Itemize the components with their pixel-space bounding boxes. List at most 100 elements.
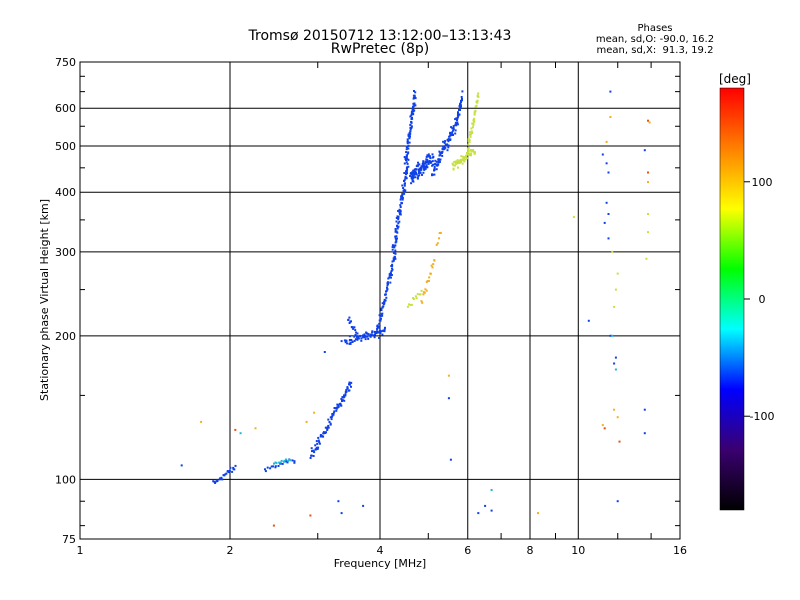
data-point bbox=[390, 276, 392, 279]
data-point bbox=[395, 240, 398, 243]
data-point bbox=[433, 173, 436, 176]
data-point bbox=[367, 333, 370, 336]
data-point bbox=[412, 176, 415, 179]
data-point bbox=[225, 472, 228, 475]
data-point bbox=[391, 246, 394, 248]
data-point bbox=[411, 116, 413, 119]
data-point bbox=[465, 156, 468, 159]
data-point bbox=[420, 167, 423, 170]
data-point bbox=[415, 173, 418, 176]
data-point bbox=[474, 151, 476, 154]
data-point bbox=[419, 171, 422, 174]
data-point bbox=[459, 103, 462, 106]
data-point bbox=[436, 163, 439, 166]
data-point bbox=[643, 149, 646, 152]
data-point bbox=[410, 175, 413, 178]
data-point bbox=[345, 389, 348, 392]
data-point bbox=[467, 138, 470, 141]
data-point bbox=[330, 418, 333, 421]
data-point bbox=[470, 152, 473, 155]
data-point bbox=[476, 94, 479, 97]
data-point bbox=[471, 126, 474, 129]
y-tick-label: 75 bbox=[62, 533, 76, 546]
data-point bbox=[394, 257, 397, 260]
data-point bbox=[314, 444, 317, 447]
data-point bbox=[221, 478, 224, 481]
data-point bbox=[326, 429, 329, 431]
data-point bbox=[433, 259, 436, 262]
x-tick-label: 1 bbox=[77, 544, 84, 557]
data-point bbox=[452, 129, 455, 132]
data-point bbox=[343, 399, 346, 402]
data-point bbox=[607, 237, 610, 240]
data-point bbox=[431, 160, 434, 163]
data-point bbox=[279, 461, 282, 464]
data-point bbox=[473, 112, 476, 115]
data-point bbox=[356, 337, 359, 340]
x-tick-label: 2 bbox=[227, 544, 234, 557]
data-point bbox=[354, 338, 357, 341]
data-point bbox=[333, 410, 336, 413]
data-point bbox=[447, 139, 450, 142]
data-point bbox=[272, 465, 274, 468]
data-point bbox=[397, 225, 400, 228]
data-point bbox=[312, 455, 315, 457]
data-point bbox=[609, 90, 612, 93]
data-point bbox=[443, 141, 446, 144]
data-point bbox=[439, 158, 442, 161]
data-point bbox=[403, 162, 406, 165]
data-point bbox=[643, 432, 646, 435]
x-tick-label: 10 bbox=[571, 544, 585, 557]
data-point bbox=[376, 331, 379, 334]
data-point bbox=[392, 244, 395, 247]
data-point bbox=[415, 297, 418, 300]
data-point bbox=[648, 121, 651, 124]
data-point bbox=[412, 112, 415, 115]
data-point bbox=[422, 161, 425, 164]
grid-lines bbox=[80, 62, 680, 539]
data-point bbox=[477, 95, 480, 98]
data-point bbox=[451, 127, 454, 130]
data-point bbox=[444, 144, 447, 147]
data-point bbox=[410, 303, 413, 306]
data-point bbox=[440, 152, 443, 154]
data-point bbox=[471, 131, 474, 134]
data-point bbox=[363, 336, 366, 338]
data-point bbox=[277, 465, 280, 467]
data-point bbox=[441, 150, 444, 153]
data-point bbox=[350, 381, 353, 384]
data-point bbox=[412, 97, 415, 100]
data-point bbox=[334, 407, 337, 410]
data-point bbox=[405, 154, 408, 157]
data-point bbox=[461, 98, 463, 100]
data-point bbox=[456, 116, 459, 119]
data-point bbox=[416, 293, 419, 296]
data-point bbox=[614, 368, 617, 371]
y-tick-label: 750 bbox=[55, 56, 76, 69]
data-point bbox=[408, 141, 411, 144]
data-point bbox=[467, 143, 470, 146]
data-point bbox=[341, 399, 344, 402]
data-point bbox=[383, 300, 386, 303]
x-axis-label: Frequency [MHz] bbox=[334, 557, 426, 570]
data-point bbox=[467, 147, 470, 150]
data-point bbox=[647, 171, 649, 174]
data-point bbox=[452, 167, 455, 170]
data-point bbox=[340, 340, 343, 343]
data-point bbox=[359, 335, 362, 338]
data-point bbox=[374, 333, 376, 336]
data-point bbox=[410, 182, 413, 185]
data-point bbox=[353, 339, 356, 342]
data-point bbox=[474, 110, 477, 113]
data-point bbox=[383, 328, 386, 331]
data-point bbox=[399, 204, 402, 207]
data-point bbox=[371, 334, 374, 337]
data-point bbox=[290, 459, 292, 462]
data-point bbox=[409, 123, 412, 126]
data-point bbox=[605, 140, 608, 143]
data-point bbox=[379, 319, 382, 322]
data-point bbox=[388, 273, 391, 276]
data-point bbox=[409, 303, 412, 306]
data-point bbox=[354, 333, 357, 336]
data-point bbox=[389, 281, 392, 284]
